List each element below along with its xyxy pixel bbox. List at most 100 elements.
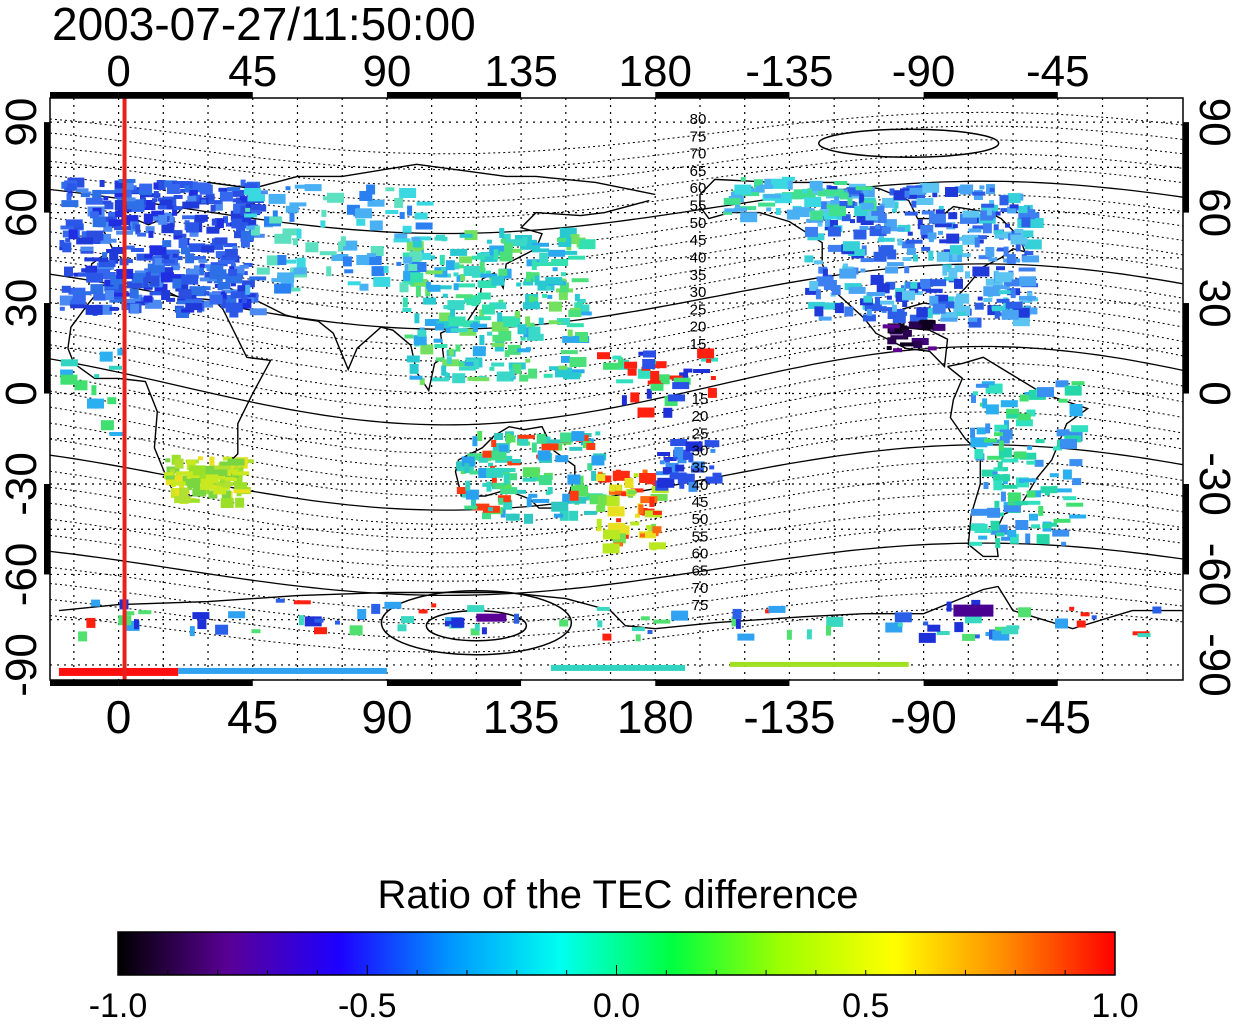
tec-cell (1003, 505, 1021, 513)
tec-cell (1003, 279, 1021, 287)
tec-cell (271, 278, 281, 283)
tec-cell (970, 523, 988, 531)
tec-cell (640, 533, 645, 538)
tec-cell (878, 246, 892, 257)
tec-cell (909, 187, 927, 195)
tec-cell (138, 610, 152, 615)
contour-label: 80 (690, 111, 707, 128)
tec-cell (435, 323, 444, 331)
contour-label: 55 (692, 528, 709, 545)
tec-cell (569, 510, 579, 521)
tec-cell (491, 342, 505, 347)
tec-cell (90, 211, 99, 219)
tec-cell (201, 478, 218, 483)
tec-cell (465, 489, 479, 500)
tec-cell (161, 254, 171, 262)
tec-cell (550, 664, 686, 671)
tec-cell (439, 254, 445, 265)
tec-cell (870, 274, 884, 285)
contour-oval (817, 128, 1000, 158)
tec-cell (126, 620, 140, 631)
contour-label: 65 (692, 563, 709, 580)
tec-cell (902, 300, 908, 307)
tec-cell (450, 307, 456, 318)
tec-cell (630, 521, 640, 526)
tec-cell (166, 184, 180, 194)
tec-cell (175, 181, 193, 188)
tec-cell (650, 493, 668, 501)
tec-map: 8075706560555045403530252015152025303540… (0, 47, 1239, 743)
tec-cell (225, 302, 243, 313)
tec-cell (210, 204, 216, 212)
tec-cell (326, 266, 332, 277)
tec-cell (283, 259, 297, 264)
tec-cell (478, 455, 488, 463)
tec-cell (289, 211, 295, 222)
tec-cell (74, 380, 88, 391)
tec-cell (1001, 536, 1011, 541)
tec-cell (434, 344, 448, 348)
axis-bar-top (655, 92, 790, 98)
tec-cell (996, 266, 1005, 271)
tec-cell (558, 365, 568, 370)
tec-cell (545, 490, 551, 495)
tec-cell (618, 357, 623, 368)
tec-cell (974, 634, 980, 639)
tec-cell (104, 279, 114, 287)
tec-cell (972, 225, 986, 230)
tec-cell (289, 202, 307, 207)
tec-cell (438, 285, 452, 290)
tec-cell (679, 478, 685, 489)
tec-cell (152, 198, 157, 203)
tec-cell (445, 322, 459, 333)
tec-cell (671, 610, 689, 621)
tec-cell (1053, 446, 1062, 451)
tec-cell (547, 487, 553, 494)
tec-cell (596, 527, 602, 532)
tec-cell (942, 265, 948, 276)
tec-cell (61, 181, 67, 189)
tec-cell (637, 407, 655, 418)
tec-cell (868, 292, 886, 296)
tec-cell (205, 473, 219, 484)
tec-cell (932, 323, 946, 331)
tec-cell (899, 342, 917, 347)
tec-cell (414, 252, 431, 260)
tec-cell (894, 612, 912, 623)
tec-cell (185, 303, 203, 311)
tec-cell (1000, 400, 1018, 408)
tec-cell (366, 253, 376, 258)
tec-cell (893, 190, 907, 201)
tec-cell (115, 210, 125, 218)
contour-label: 70 (690, 146, 707, 163)
tec-cell (1052, 485, 1058, 493)
tec-cell (282, 228, 300, 236)
tec-cell (459, 328, 477, 336)
tec-cell (887, 249, 897, 260)
tec-cell (630, 392, 640, 403)
tec-cell (1072, 478, 1082, 486)
tec-cell (974, 302, 984, 310)
tec-cell (808, 301, 826, 309)
colorbar-scale: -1.0 -0.5 0.0 0.5 1.0 (89, 931, 1139, 1024)
tec-cell (234, 231, 247, 239)
tec-cell (90, 284, 104, 295)
tec-cell (503, 317, 521, 328)
tec-cell (234, 466, 244, 474)
tec-cell (321, 209, 327, 217)
y-tick-label-right: -90 (1190, 633, 1239, 697)
tec-cell (218, 469, 228, 477)
y-tick-label-right: 30 (1190, 279, 1239, 328)
tec-cell (856, 212, 874, 223)
tec-cell (875, 307, 893, 312)
tec-cell (359, 283, 369, 291)
tec-cell (274, 283, 292, 294)
tec-cell (497, 312, 503, 323)
y-tick-label-right: -60 (1190, 543, 1239, 607)
tec-cell (517, 324, 527, 335)
tec-cell (507, 461, 521, 466)
tec-cell (998, 440, 1004, 451)
tec-cell (673, 377, 691, 385)
tec-cell (552, 267, 558, 272)
tec-cell (214, 218, 224, 229)
